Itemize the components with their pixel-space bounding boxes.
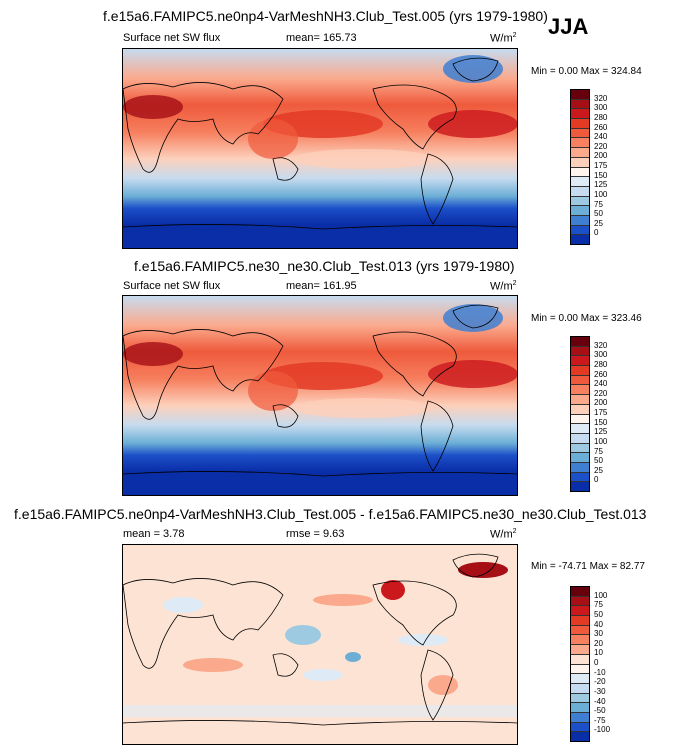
colorbar-tick-label: 175 bbox=[594, 161, 608, 170]
colorbar-tick-label: 75 bbox=[594, 199, 603, 209]
colorbar-tick-label: 260 bbox=[594, 369, 608, 379]
colorbar-tick-label: -100 bbox=[594, 725, 611, 735]
colorbar-tick-label: 40 bbox=[594, 619, 603, 629]
colorbar-tick-label: 0 bbox=[594, 475, 599, 485]
season-label: JJA bbox=[548, 14, 589, 39]
panel2-map bbox=[122, 295, 518, 496]
colorbar-tick-label: -75 bbox=[594, 715, 606, 725]
colorbar-tick-label: 150 bbox=[594, 170, 608, 180]
panel2-variable: Surface net SW flux bbox=[123, 280, 221, 292]
colorbar-tick-label: -30 bbox=[594, 686, 606, 696]
colorbar-tick-label: 0 bbox=[594, 228, 599, 238]
panel3-units: W/m2 bbox=[490, 528, 517, 541]
colorbar-tick-label: 220 bbox=[594, 141, 608, 151]
colorbar-tick-label: 0 bbox=[594, 658, 599, 667]
panel3-minmax: Min = -74.71 Max = 82.77 bbox=[531, 561, 645, 572]
panel2-units: W/m2 bbox=[490, 280, 517, 293]
panel2-minmax: Min = 0.00 Max = 323.46 bbox=[531, 313, 642, 324]
colorbar-tick-label: 20 bbox=[594, 638, 603, 648]
panel3-map bbox=[122, 544, 518, 745]
colorbar-tick-label: 25 bbox=[594, 465, 603, 475]
panel2-colorbar bbox=[570, 336, 590, 492]
colorbar-tick-label: 50 bbox=[594, 456, 603, 466]
colorbar-tick-label: 280 bbox=[594, 359, 608, 369]
colorbar-tick-label: 320 bbox=[594, 340, 608, 350]
colorbar-tick-label: 200 bbox=[594, 151, 608, 161]
panel1-mean: mean= 165.73 bbox=[286, 32, 357, 44]
panel2-mean: mean= 161.95 bbox=[286, 280, 357, 292]
panel3-mean: mean = 3.78 bbox=[123, 528, 185, 540]
colorbar-tick-label: 280 bbox=[594, 112, 608, 122]
colorbar-tick-label: -20 bbox=[594, 677, 606, 687]
colorbar-tick-label: 175 bbox=[594, 408, 608, 417]
panel1-title: f.e15a6.FAMIPC5.ne0np4-VarMeshNH3.Club_T… bbox=[103, 8, 548, 24]
colorbar-tick-label: 240 bbox=[594, 132, 608, 142]
panel1-minmax: Min = 0.00 Max = 324.84 bbox=[531, 66, 642, 77]
colorbar-tick-label: 240 bbox=[594, 379, 608, 389]
colorbar-tick-label: 200 bbox=[594, 398, 608, 408]
colorbar-tick-label: 100 bbox=[594, 590, 608, 600]
colorbar-tick-label: 150 bbox=[594, 417, 608, 427]
colorbar-tick-label: 75 bbox=[594, 600, 603, 610]
panel3-colorbar bbox=[570, 586, 590, 742]
colorbar-tick-label: 320 bbox=[594, 93, 608, 103]
colorbar-tick-label: 300 bbox=[594, 103, 608, 113]
panel3-title: f.e15a6.FAMIPC5.ne0np4-VarMeshNH3.Club_T… bbox=[14, 506, 647, 522]
colorbar-tick-label: 100 bbox=[594, 189, 608, 199]
colorbar-tick-label: -50 bbox=[594, 706, 606, 716]
colorbar-tick-label: -40 bbox=[594, 696, 606, 706]
colorbar-tick-label: 300 bbox=[594, 350, 608, 360]
colorbar-tick-label: -10 bbox=[594, 667, 606, 677]
panel1-map bbox=[122, 48, 518, 249]
panel1-units: W/m2 bbox=[490, 32, 517, 45]
panel1-variable: Surface net SW flux bbox=[123, 32, 221, 44]
colorbar-tick-label: 10 bbox=[594, 648, 603, 658]
colorbar-tick-label: 75 bbox=[594, 446, 603, 456]
colorbar-tick-label: 100 bbox=[594, 436, 608, 446]
colorbar-tick-label: 50 bbox=[594, 209, 603, 219]
panel2-title: f.e15a6.FAMIPC5.ne30_ne30.Club_Test.013 … bbox=[134, 258, 515, 274]
colorbar-tick-label: 25 bbox=[594, 218, 603, 228]
colorbar-tick-label: 30 bbox=[594, 629, 603, 639]
colorbar-tick-label: 125 bbox=[594, 427, 608, 437]
panel3-rmse: rmse = 9.63 bbox=[286, 528, 345, 540]
colorbar-tick-label: 125 bbox=[594, 180, 608, 190]
colorbar-tick-label: 220 bbox=[594, 388, 608, 398]
colorbar-tick-label: 260 bbox=[594, 122, 608, 132]
panel1-colorbar bbox=[570, 89, 590, 245]
colorbar-tick-label: 50 bbox=[594, 609, 603, 619]
